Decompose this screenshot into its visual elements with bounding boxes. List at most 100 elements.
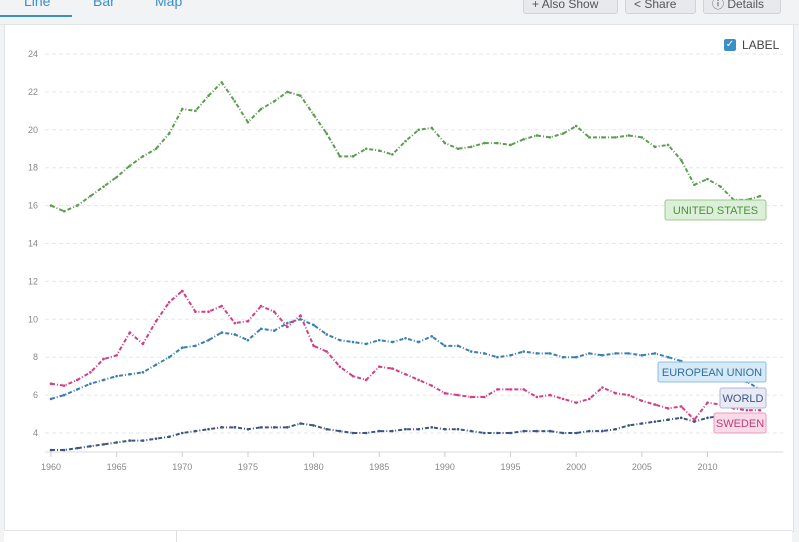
- data-point[interactable]: [456, 344, 460, 348]
- data-point[interactable]: [377, 429, 381, 433]
- data-point[interactable]: [443, 391, 447, 395]
- data-point[interactable]: [443, 344, 447, 348]
- data-point[interactable]: [102, 378, 105, 382]
- data-point[interactable]: [482, 141, 486, 145]
- data-point[interactable]: [535, 395, 539, 399]
- data-point[interactable]: [128, 331, 132, 334]
- data-point[interactable]: [666, 418, 670, 422]
- data-point[interactable]: [154, 319, 158, 323]
- data-point[interactable]: [180, 289, 184, 293]
- data-point[interactable]: [404, 427, 407, 431]
- data-point[interactable]: [154, 147, 158, 151]
- data-point[interactable]: [574, 124, 578, 128]
- data-point[interactable]: [220, 81, 223, 84]
- data-point[interactable]: [246, 120, 250, 124]
- data-point[interactable]: [233, 321, 237, 325]
- data-point[interactable]: [614, 427, 617, 431]
- data-point[interactable]: [75, 388, 79, 391]
- tab-map[interactable]: Map: [155, 0, 182, 10]
- data-point[interactable]: [299, 422, 302, 425]
- data-point[interactable]: [509, 354, 512, 357]
- data-point[interactable]: [745, 408, 749, 412]
- data-point[interactable]: [666, 355, 670, 359]
- data-point[interactable]: [351, 431, 355, 435]
- data-point[interactable]: [207, 427, 210, 431]
- data-point[interactable]: [167, 300, 171, 304]
- series-line-sweden[interactable]: [50, 289, 760, 421]
- data-point[interactable]: [443, 427, 447, 431]
- data-point[interactable]: [351, 374, 355, 378]
- data-point[interactable]: [377, 338, 381, 342]
- data-point[interactable]: [469, 395, 473, 399]
- data-point[interactable]: [496, 388, 499, 391]
- tab-bar-chart[interactable]: Bar: [93, 0, 115, 10]
- data-point[interactable]: [417, 378, 420, 382]
- data-point[interactable]: [259, 327, 263, 331]
- data-point[interactable]: [404, 336, 407, 340]
- data-point[interactable]: [325, 132, 329, 135]
- data-point[interactable]: [561, 355, 565, 359]
- data-point[interactable]: [522, 388, 525, 391]
- data-point[interactable]: [325, 333, 329, 336]
- data-point[interactable]: [194, 310, 197, 314]
- data-point[interactable]: [312, 344, 315, 348]
- data-point[interactable]: [338, 155, 342, 158]
- data-point[interactable]: [666, 143, 670, 147]
- data-point[interactable]: [614, 136, 617, 139]
- series-line-world[interactable]: [51, 413, 760, 452]
- data-point[interactable]: [128, 372, 132, 376]
- data-point[interactable]: [535, 134, 539, 137]
- data-point[interactable]: [299, 314, 302, 317]
- data-point[interactable]: [62, 448, 66, 452]
- details-button[interactable]: ⓘ Details: [703, 0, 781, 14]
- data-point[interactable]: [601, 386, 604, 389]
- data-point[interactable]: [75, 446, 79, 450]
- data-point[interactable]: [338, 365, 342, 368]
- data-point[interactable]: [180, 431, 184, 435]
- data-point[interactable]: [469, 429, 473, 433]
- data-point[interactable]: [194, 429, 197, 433]
- data-point[interactable]: [469, 145, 473, 149]
- data-point[interactable]: [535, 352, 539, 355]
- data-point[interactable]: [561, 397, 565, 401]
- data-point[interactable]: [679, 158, 683, 162]
- data-point[interactable]: [430, 126, 434, 130]
- data-point[interactable]: [286, 321, 289, 325]
- data-point[interactable]: [49, 382, 53, 386]
- data-point[interactable]: [548, 136, 552, 139]
- data-point[interactable]: [561, 132, 565, 135]
- data-point[interactable]: [693, 418, 696, 422]
- data-point[interactable]: [194, 344, 197, 348]
- data-point[interactable]: [640, 136, 644, 139]
- data-point[interactable]: [640, 354, 644, 357]
- data-point[interactable]: [509, 143, 512, 147]
- data-point[interactable]: [588, 429, 591, 433]
- data-point[interactable]: [299, 318, 302, 321]
- data-point[interactable]: [89, 371, 92, 374]
- data-point[interactable]: [377, 365, 381, 368]
- data-point[interactable]: [141, 155, 145, 158]
- data-point[interactable]: [167, 435, 171, 439]
- data-point[interactable]: [115, 354, 118, 357]
- data-point[interactable]: [102, 357, 105, 361]
- series-line-european-union[interactable]: [50, 318, 761, 400]
- data-point[interactable]: [601, 136, 604, 139]
- data-point[interactable]: [259, 107, 263, 111]
- data-point[interactable]: [259, 304, 263, 308]
- data-point[interactable]: [75, 378, 79, 382]
- data-point[interactable]: [522, 137, 525, 141]
- data-point[interactable]: [325, 427, 329, 431]
- data-point[interactable]: [180, 346, 184, 350]
- data-point[interactable]: [299, 94, 302, 97]
- data-point[interactable]: [430, 426, 434, 429]
- data-point[interactable]: [62, 209, 66, 213]
- data-point[interactable]: [404, 372, 407, 376]
- data-point[interactable]: [338, 338, 342, 342]
- data-point[interactable]: [207, 94, 210, 97]
- data-point[interactable]: [496, 355, 499, 359]
- data-point[interactable]: [154, 437, 158, 440]
- data-point[interactable]: [666, 407, 670, 410]
- data-point[interactable]: [49, 397, 53, 401]
- data-point[interactable]: [719, 185, 722, 188]
- data-point[interactable]: [417, 427, 420, 431]
